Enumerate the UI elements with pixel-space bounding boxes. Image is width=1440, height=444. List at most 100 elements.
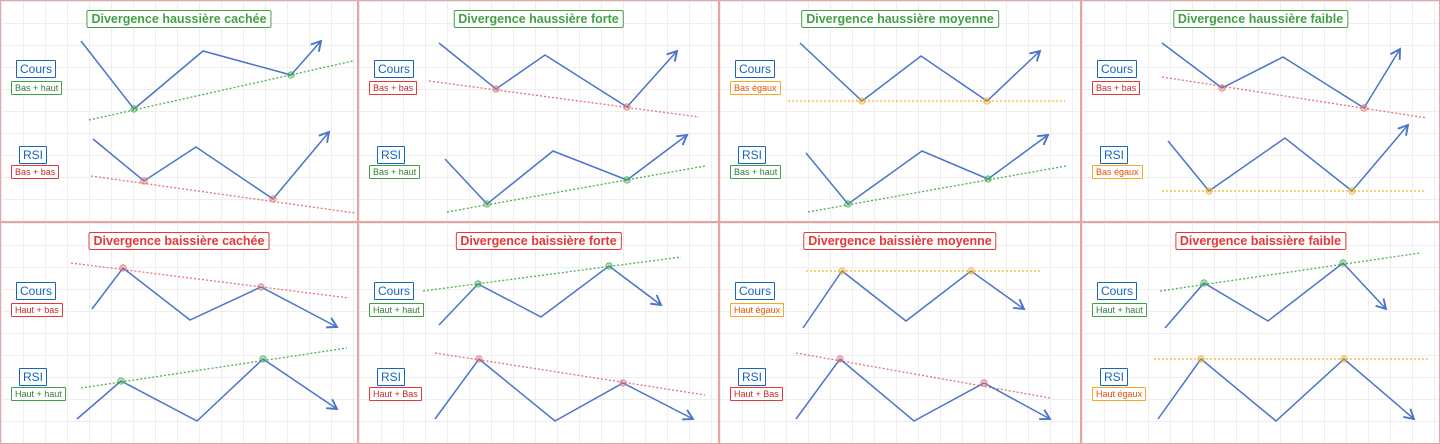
- price-tag: Bas + bas: [1092, 81, 1141, 95]
- panel-title: Divergence baissière cachée: [88, 232, 270, 250]
- rsi-line: [444, 133, 689, 206]
- price-line: [91, 266, 339, 329]
- price-label: Cours: [735, 282, 776, 300]
- divergence-diagram: [1154, 252, 1428, 422]
- divergence-diagram: [422, 256, 706, 422]
- divergence-panel: Divergence baissière moyenne Cours Haut ég…: [719, 222, 1081, 444]
- price-pivot-dot: [983, 97, 991, 105]
- divergence-diagram: [70, 262, 350, 422]
- rsi-label: RSI: [738, 368, 767, 386]
- price-trendline: [1161, 76, 1428, 119]
- divergence-panel: Divergence baissière cachée Cours Haut + b…: [0, 222, 358, 444]
- divergence-diagram: [1161, 42, 1428, 195]
- rsi-line: [1157, 357, 1416, 422]
- price-tag: Haut + haut: [369, 303, 424, 317]
- price-pivot-dot: [119, 264, 127, 272]
- divergence-diagram: [788, 42, 1067, 213]
- rsi-pivot-dot: [117, 377, 125, 385]
- price-line: [1164, 261, 1388, 329]
- price-tag: Bas + bas: [369, 81, 418, 95]
- rsi-tag: Haut + Bas: [730, 387, 783, 401]
- rsi-label: RSI: [1100, 368, 1129, 386]
- price-tag: Bas égaux: [730, 81, 781, 95]
- rsi-label: RSI: [377, 146, 406, 164]
- price-label: Cours: [1097, 60, 1138, 78]
- price-line: [799, 42, 1042, 102]
- price-tag: Bas + haut: [11, 81, 63, 95]
- price-pivot-dot: [257, 283, 265, 291]
- divergence-panel: Divergence baissière faible Cours Haut + h…: [1081, 222, 1440, 444]
- rsi-label: RSI: [738, 146, 767, 164]
- rsi-tag: Haut égaux: [1092, 387, 1147, 401]
- price-pivot-dot: [1200, 279, 1208, 287]
- divergence-panel: Divergence haussière forte Cours Bas + bas…: [358, 0, 719, 222]
- rsi-pivot-dot: [1205, 187, 1213, 195]
- rsi-line: [434, 357, 695, 422]
- rsi-pivot-dot: [844, 200, 852, 208]
- price-label: Cours: [16, 282, 57, 300]
- rsi-pivot-dot: [619, 379, 627, 387]
- divergence-panel: Divergence baissière forte Cours Haut + ha…: [358, 222, 719, 444]
- price-label: Cours: [374, 60, 415, 78]
- price-tag: Haut + bas: [11, 303, 63, 317]
- price-line: [438, 42, 679, 108]
- rsi-pivot-dot: [836, 355, 844, 363]
- rsi-line: [1167, 123, 1410, 193]
- panel-title: Divergence haussière forte: [453, 10, 624, 28]
- rsi-line: [795, 357, 1052, 422]
- divergence-panel: Divergence haussière cachée Cours Bas + ha…: [0, 0, 358, 222]
- price-label: Cours: [16, 60, 57, 78]
- rsi-pivot-dot: [1197, 355, 1205, 363]
- price-line: [438, 265, 663, 326]
- rsi-label: RSI: [19, 368, 48, 386]
- price-trendline: [422, 256, 682, 292]
- rsi-pivot-dot: [623, 176, 631, 184]
- price-tag: Haut égaux: [730, 303, 785, 317]
- rsi-pivot-dot: [259, 355, 267, 363]
- price-trendline: [428, 80, 700, 118]
- price-line: [1161, 42, 1401, 110]
- price-label: Cours: [374, 282, 415, 300]
- rsi-tag: Bas + haut: [730, 165, 782, 179]
- rsi-pivot-dot: [269, 195, 277, 203]
- rsi-pivot-dot: [483, 200, 491, 208]
- panel-title: Divergence haussière faible: [1172, 10, 1349, 28]
- rsi-trendline: [80, 347, 348, 389]
- price-label: Cours: [735, 60, 776, 78]
- price-pivot-dot: [605, 262, 613, 270]
- rsi-line: [92, 130, 331, 201]
- panel-title: Divergence baissière moyenne: [803, 232, 997, 250]
- rsi-line: [76, 358, 339, 422]
- rsi-tag: Bas + haut: [369, 165, 421, 179]
- panel-title: Divergence haussière cachée: [86, 10, 272, 28]
- panel-title: Divergence baissière faible: [1174, 232, 1347, 250]
- rsi-tag: Bas égaux: [1092, 165, 1143, 179]
- price-trendline: [70, 262, 350, 299]
- divergence-panel: Divergence haussière moyenne Cours Bas éga…: [719, 0, 1081, 222]
- rsi-label: RSI: [19, 146, 48, 164]
- rsi-tag: Haut + haut: [11, 387, 66, 401]
- price-pivot-dot: [130, 105, 138, 113]
- price-line: [80, 39, 323, 111]
- price-pivot-dot: [1360, 104, 1368, 112]
- divergence-diagram: [795, 267, 1052, 422]
- price-pivot-dot: [1218, 84, 1226, 92]
- price-pivot-dot: [967, 267, 975, 275]
- rsi-trendline: [90, 175, 356, 214]
- rsi-pivot-dot: [984, 175, 992, 183]
- rsi-tag: Haut + Bas: [369, 387, 422, 401]
- divergence-diagram: [428, 42, 706, 213]
- price-pivot-dot: [838, 267, 846, 275]
- panel-title: Divergence baissière forte: [455, 232, 622, 250]
- price-pivot-dot: [858, 97, 866, 105]
- rsi-label: RSI: [1100, 146, 1129, 164]
- rsi-tag: Bas + bas: [11, 165, 60, 179]
- rsi-trendline: [795, 352, 1051, 399]
- price-pivot-dot: [474, 280, 482, 288]
- price-pivot-dot: [287, 71, 295, 79]
- rsi-label: RSI: [377, 368, 406, 386]
- rsi-pivot-dot: [140, 177, 148, 185]
- price-trendline: [88, 60, 354, 121]
- rsi-line: [805, 133, 1050, 206]
- divergence-diagram: [80, 39, 356, 214]
